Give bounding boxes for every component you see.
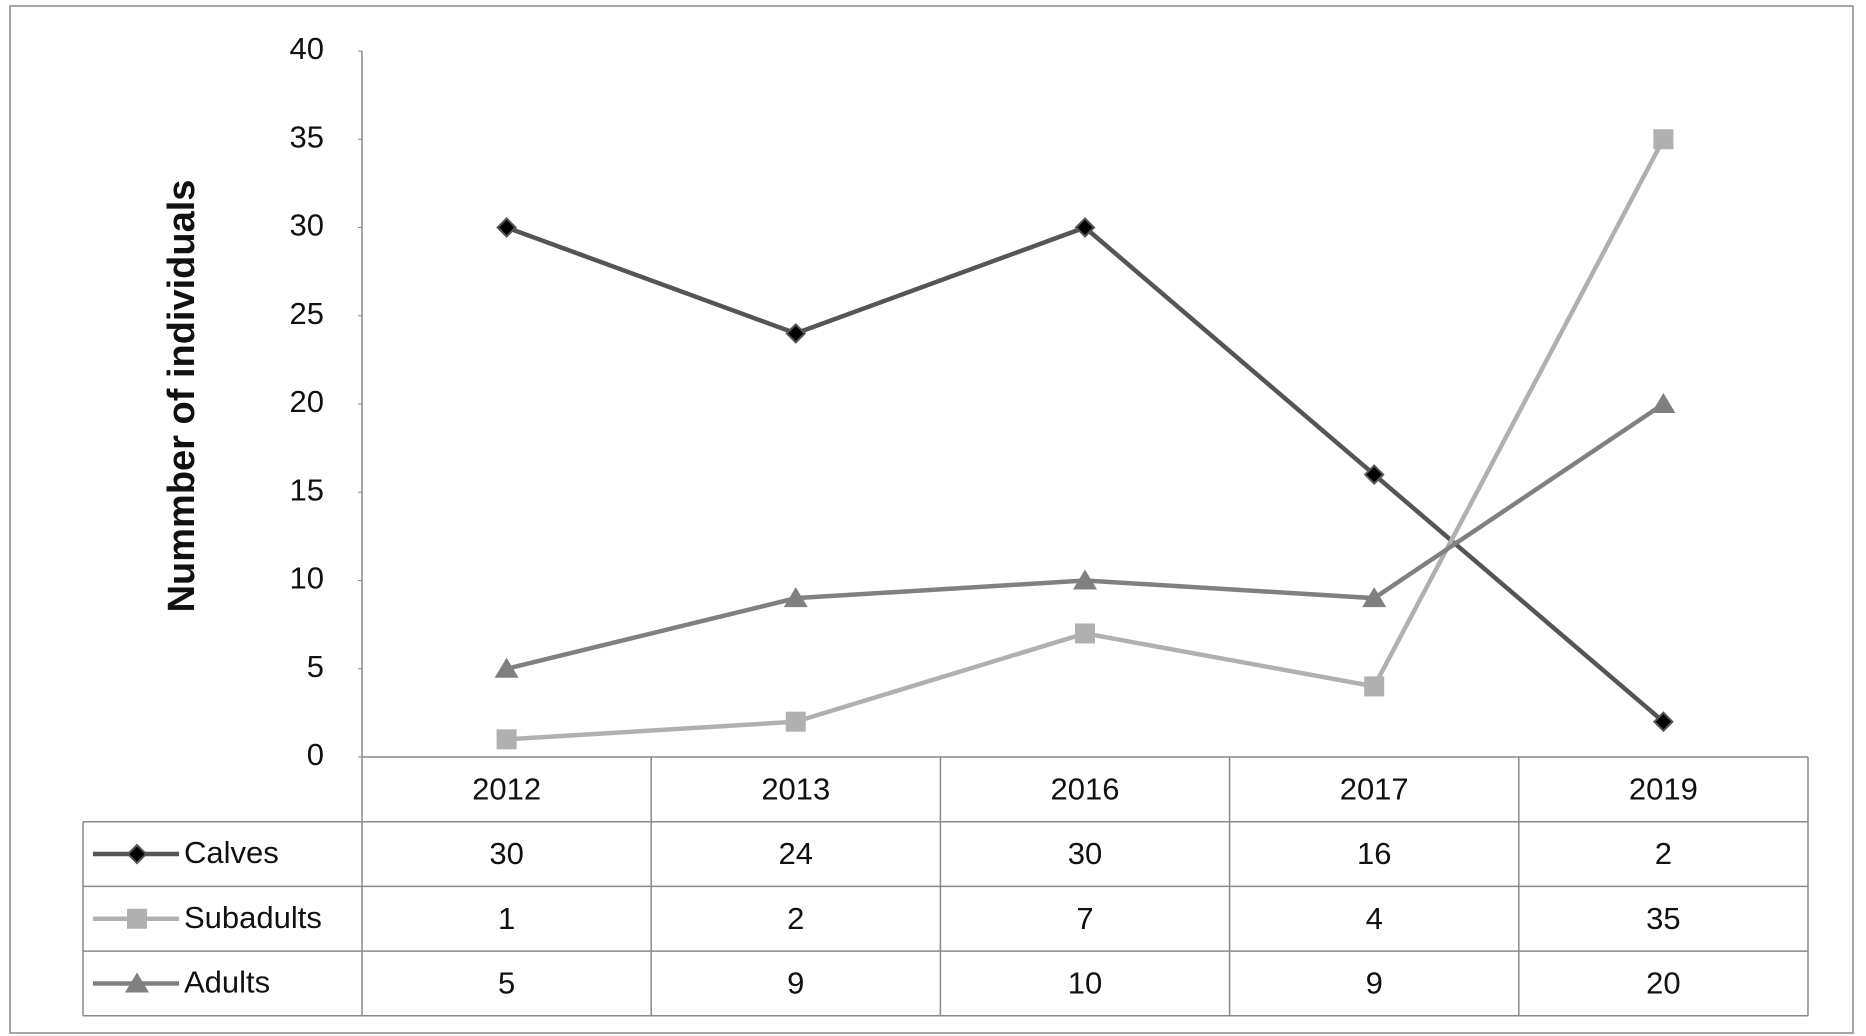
marker <box>1653 129 1674 150</box>
marker <box>1651 393 1676 413</box>
marker <box>1362 587 1387 608</box>
marker <box>785 322 807 344</box>
y-tick-label: 10 <box>290 561 324 596</box>
y-tick-label: 25 <box>290 296 324 331</box>
legend-label: Adults <box>184 965 270 1000</box>
table-value: 5 <box>498 966 515 1001</box>
x-tick-label: 2019 <box>1629 772 1698 807</box>
table-value: 20 <box>1646 966 1680 1001</box>
table-value: 9 <box>787 966 804 1001</box>
table-value: 35 <box>1646 901 1680 936</box>
table-value: 10 <box>1068 966 1102 1001</box>
x-tick-label: 2017 <box>1340 772 1409 807</box>
legend-label: Subadults <box>184 900 322 935</box>
table-value: 2 <box>787 901 804 936</box>
marker <box>785 711 806 732</box>
y-axis-label: Nummber of individuals <box>161 180 203 613</box>
y-tick-label: 5 <box>307 649 324 684</box>
marker <box>126 843 148 865</box>
marker <box>494 657 519 678</box>
y-tick-label: 30 <box>290 208 324 243</box>
x-tick-label: 2016 <box>1051 772 1120 807</box>
marker <box>1074 217 1096 238</box>
marker <box>496 217 518 238</box>
y-tick-label: 15 <box>290 472 324 507</box>
table-value: 30 <box>1068 836 1102 871</box>
chart-frame <box>9 5 1854 1034</box>
table-value: 1 <box>498 901 515 936</box>
table-value: 9 <box>1366 966 1383 1001</box>
y-tick-label: 20 <box>290 384 324 419</box>
marker <box>125 972 149 993</box>
table-value: 24 <box>779 836 813 871</box>
marker <box>127 908 147 929</box>
marker <box>1075 623 1095 644</box>
table-value: 7 <box>1076 901 1093 936</box>
y-tick-label: 35 <box>290 119 324 154</box>
y-tick-label: 0 <box>307 737 324 772</box>
marker <box>1363 464 1385 486</box>
marker <box>1073 569 1097 590</box>
marker <box>1364 676 1385 697</box>
marker <box>1652 711 1674 733</box>
table-value: 30 <box>489 836 523 871</box>
table-value: 4 <box>1366 901 1383 936</box>
legend-label: Calves <box>184 835 279 870</box>
y-tick-label: 40 <box>290 31 324 66</box>
x-tick-label: 2012 <box>472 772 541 807</box>
marker <box>496 729 517 750</box>
marker <box>783 587 808 608</box>
table-value: 2 <box>1655 836 1672 871</box>
series-line <box>505 224 1665 724</box>
x-tick-label: 2013 <box>761 772 830 807</box>
table-value: 16 <box>1357 836 1391 871</box>
